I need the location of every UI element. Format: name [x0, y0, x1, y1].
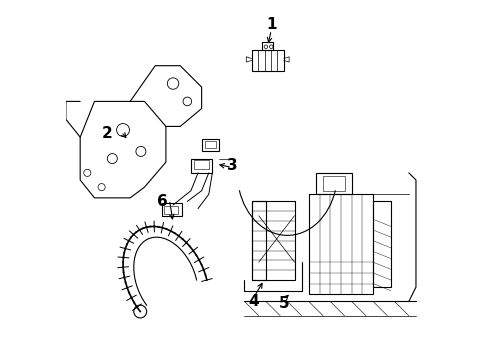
Circle shape — [134, 305, 146, 318]
Bar — [251, 202, 294, 280]
Bar — [372, 202, 390, 287]
Text: 3: 3 — [226, 158, 237, 173]
Text: 5: 5 — [278, 296, 288, 311]
Bar — [262, 42, 272, 50]
Bar — [194, 160, 208, 169]
Bar — [251, 202, 265, 280]
Text: 2: 2 — [102, 126, 112, 141]
Bar — [205, 141, 216, 148]
Bar — [201, 139, 219, 152]
Bar — [164, 206, 178, 214]
Bar — [251, 50, 283, 71]
Bar — [323, 176, 344, 191]
Bar — [162, 203, 182, 216]
Text: 1: 1 — [265, 17, 276, 32]
Bar — [190, 158, 212, 173]
Text: 6: 6 — [157, 194, 167, 209]
Bar — [315, 173, 351, 194]
Text: 4: 4 — [247, 294, 258, 309]
Bar — [308, 194, 372, 294]
